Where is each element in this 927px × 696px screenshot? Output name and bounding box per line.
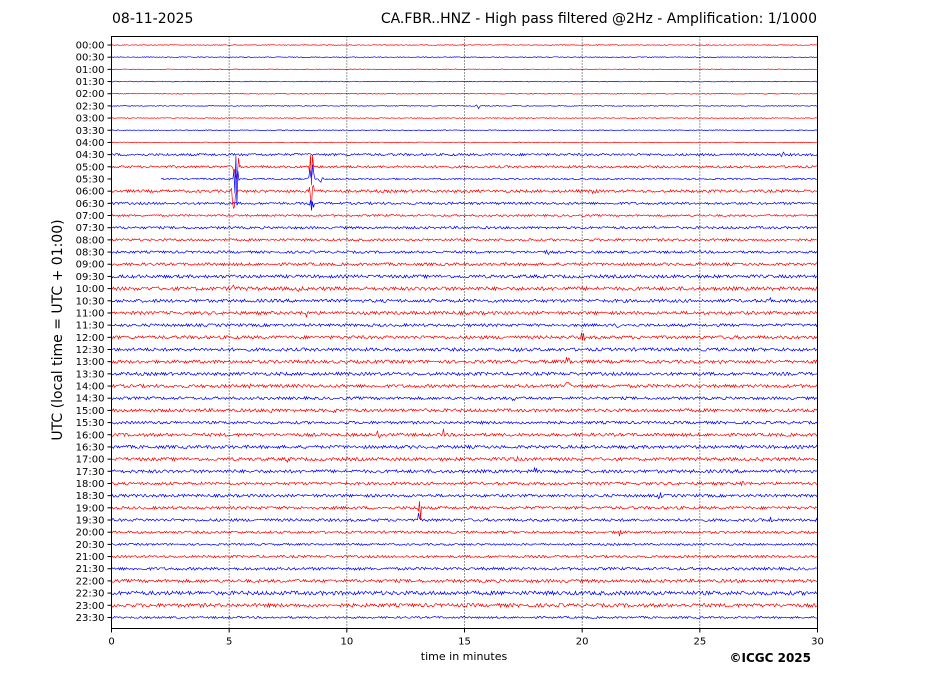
trace-2300 [111,602,818,609]
y-tick-label: 11:30 [76,321,105,332]
date-label: 08-11-2025 [112,11,194,27]
y-tick-label: 04:00 [76,138,105,149]
trace-1330 [111,371,818,377]
y-tick-label: 19:30 [76,516,105,527]
trace-0900 [111,261,818,267]
y-tick-label: 16:30 [76,442,105,453]
y-tick-label: 01:00 [76,65,105,76]
y-tick-label: 17:30 [76,467,105,478]
y-tick-label: 03:00 [76,114,105,125]
grid-group [228,36,701,629]
trace-0600 [111,184,818,210]
trace-0100 [111,68,818,71]
trace-0030 [111,56,818,59]
y-tick-label: 19:00 [76,503,105,514]
y-tick-label: 23:00 [76,601,105,612]
x-tick-label: 20 [576,637,589,648]
trace-1500 [111,407,818,414]
y-tick-label: 14:00 [76,382,105,393]
y-tick-label: 09:00 [76,260,105,271]
x-ticks-group: 0 5 10 15 20 25 30 [108,628,824,648]
y-tick-label: 12:00 [76,333,105,344]
y-tick-label: 18:30 [76,491,105,502]
y-tick-label: 11:00 [76,308,105,319]
y-tick-label: 07:30 [76,223,105,234]
y-tick-label: 08:00 [76,235,105,246]
y-tick-label: 02:00 [76,89,105,100]
x-tick-label: 15 [458,637,471,648]
y-tick-label: 10:30 [76,296,105,307]
trace-2330 [111,615,818,620]
y-tick-label: 06:30 [76,199,105,210]
trace-1130 [111,322,818,328]
chart-title: CA.FBR..HNZ - High pass filtered @2Hz - … [380,11,817,27]
y-tick-label: 05:30 [76,174,105,185]
y-tick-label: 22:00 [76,576,105,587]
y-tick-label: 16:00 [76,430,105,441]
y-tick-label: 18:00 [76,479,105,490]
y-tick-label: 10:00 [76,284,105,295]
x-tick-label: 25 [693,637,706,648]
y-tick-label: 06:00 [76,187,105,198]
y-tick-label: 13:00 [76,357,105,368]
y-tick-label: 21:00 [76,552,105,563]
trace-1530 [111,420,818,425]
trace-1100 [111,310,818,318]
y-tick-label: 22:30 [76,589,105,600]
y-tick-label: 00:30 [76,53,105,64]
trace-1830 [111,492,818,500]
y-tick-label: 01:30 [76,77,105,88]
y-tick-label: 12:30 [76,345,105,356]
y-tick-label: 21:30 [76,564,105,575]
y-tick-label: 13:30 [76,369,105,380]
y-tick-label: 08:30 [76,248,105,259]
trace-0830 [111,249,818,256]
trace-0800 [111,237,818,242]
y-tick-label: 14:30 [76,394,105,405]
y-tick-label: 20:30 [76,540,105,551]
x-tick-label: 30 [811,637,824,648]
trace-0530 [160,156,818,206]
y-tick-label: 03:30 [76,126,105,137]
y-tick-label: 07:00 [76,211,105,222]
trace-1700 [111,455,818,464]
x-tick-label: 5 [226,637,232,648]
trace-0000 [111,44,818,46]
trace-1800 [111,480,818,487]
trace-0730 [111,225,818,230]
y-tick-label: 23:30 [76,613,105,624]
plot-frame [111,36,818,629]
trace-1400 [111,381,818,389]
y-tick-label: 20:00 [76,528,105,539]
x-tick-label: 10 [340,637,353,648]
y-tick-label: 17:00 [76,455,105,466]
trace-0630 [111,200,818,211]
y-tick-label: 15:00 [76,406,105,417]
copyright-label: ©ICGC 2025 [729,651,811,665]
y-tick-label: 15:30 [76,418,105,429]
x-tick-label: 0 [108,637,114,648]
trace-1230 [111,346,818,353]
y-tick-label: 09:30 [76,272,105,283]
y-tick-label: 00:00 [76,41,105,52]
y-tick-label: 02:30 [76,101,105,112]
y-tick-label: 05:00 [76,162,105,173]
y-tick-label: 04:30 [76,150,105,161]
x-axis-label: time in minutes [420,650,508,663]
trace-0930 [111,273,818,280]
trace-0700 [111,213,818,218]
